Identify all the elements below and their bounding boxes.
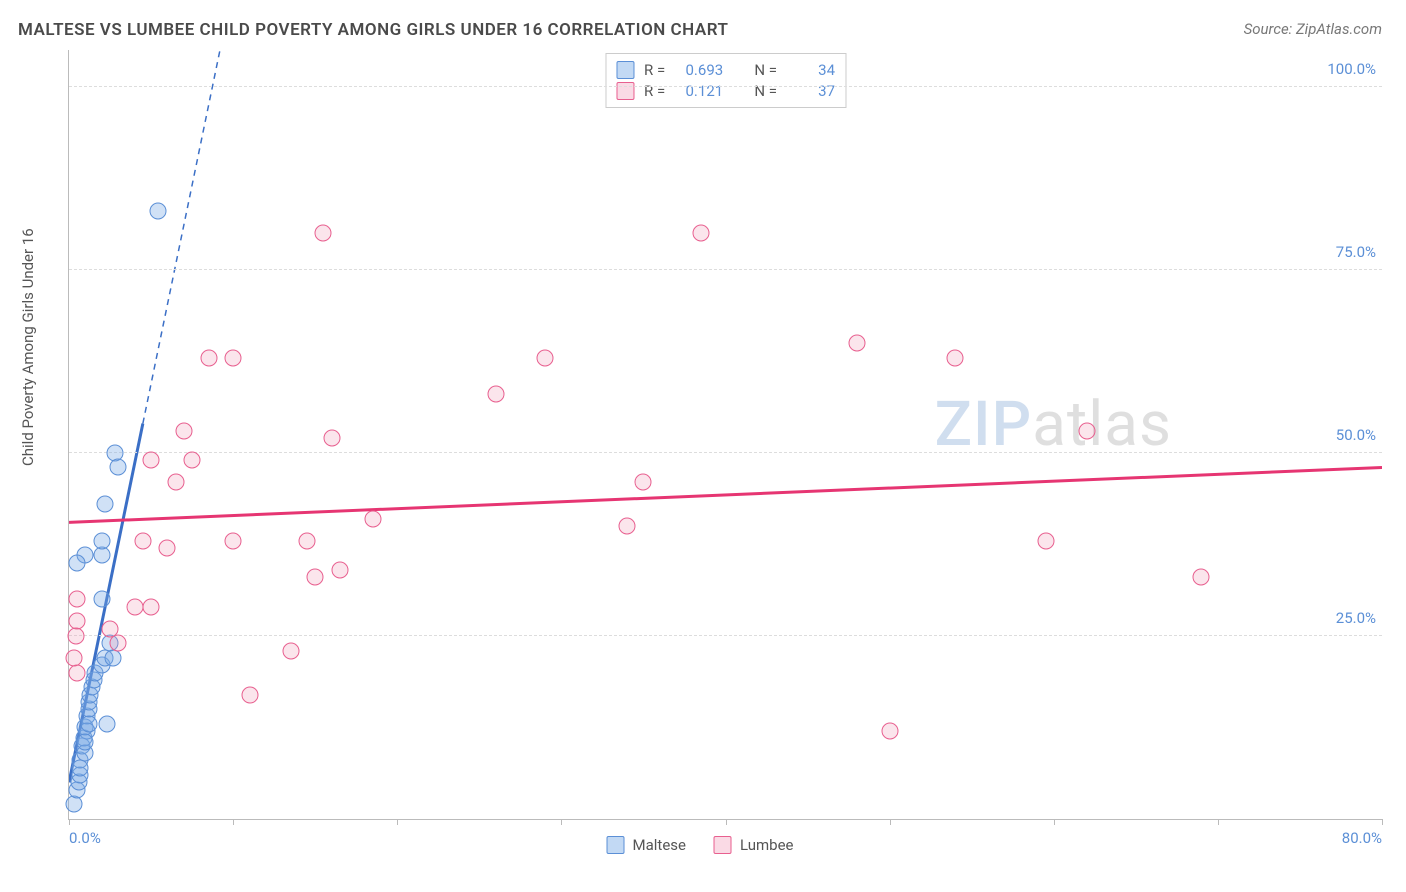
data-point	[298, 532, 315, 549]
data-point	[282, 642, 299, 659]
data-point	[364, 510, 381, 527]
y-axis-label: Child Poverty Among Girls Under 16	[19, 446, 37, 466]
watermark-zip: ZIP	[935, 388, 1033, 461]
y-tick-label: 50.0%	[1336, 426, 1376, 444]
legend-series-name: Lumbee	[740, 836, 794, 854]
gridline	[69, 635, 1382, 636]
legend-r-value: 0.693	[675, 61, 723, 79]
data-point	[200, 349, 217, 366]
data-point	[134, 532, 151, 549]
data-point	[1037, 532, 1054, 549]
data-point	[65, 649, 82, 666]
data-point	[72, 759, 89, 776]
chart-container: Child Poverty Among Girls Under 16 ZIPat…	[18, 50, 1382, 862]
data-point	[331, 562, 348, 579]
data-point	[487, 386, 504, 403]
data-point	[167, 474, 184, 491]
data-point	[105, 649, 122, 666]
x-tick	[69, 819, 70, 825]
legend-n-value: 34	[787, 61, 835, 79]
data-point	[307, 569, 324, 586]
data-point	[93, 547, 110, 564]
trend-line-extrapolated	[143, 50, 220, 424]
data-point	[947, 349, 964, 366]
legend-item: Lumbee	[714, 836, 794, 854]
plot-area: ZIPatlas R =0.693 N =34R =0.121 N =37 25…	[68, 50, 1382, 820]
data-point	[159, 540, 176, 557]
data-point	[241, 686, 258, 703]
data-point	[225, 532, 242, 549]
legend-swatch	[714, 836, 732, 854]
data-point	[65, 796, 82, 813]
trend-line	[69, 467, 1382, 522]
watermark-atlas: atlas	[1032, 388, 1172, 461]
legend-series: Maltese Lumbee	[607, 836, 794, 854]
x-tick-label: 80.0%	[1342, 829, 1382, 847]
data-point	[93, 591, 110, 608]
data-point	[110, 459, 127, 476]
data-point	[143, 598, 160, 615]
data-point	[93, 532, 110, 549]
data-point	[110, 635, 127, 652]
y-tick-label: 100.0%	[1327, 60, 1376, 78]
data-point	[97, 496, 114, 513]
data-point	[67, 627, 84, 644]
data-point	[80, 715, 97, 732]
legend-correlation: R =0.693 N =34R =0.121 N =37	[605, 53, 846, 108]
watermark: ZIPatlas	[935, 388, 1172, 461]
x-tick	[397, 819, 398, 825]
gridline	[69, 269, 1382, 270]
chart-title: MALTESE VS LUMBEE CHILD POVERTY AMONG GI…	[18, 20, 728, 40]
x-tick-label: 0.0%	[69, 829, 101, 847]
data-point	[126, 598, 143, 615]
x-tick	[1218, 819, 1219, 825]
data-point	[692, 225, 709, 242]
x-tick	[1382, 819, 1383, 825]
x-tick	[1054, 819, 1055, 825]
legend-item: Maltese	[607, 836, 686, 854]
data-point	[184, 452, 201, 469]
data-point	[225, 349, 242, 366]
legend-row: R = 0.693 N = 34	[616, 61, 835, 79]
y-tick-label: 25.0%	[1336, 609, 1376, 627]
data-point	[881, 723, 898, 740]
data-point	[69, 664, 86, 681]
data-point	[175, 422, 192, 439]
x-tick	[726, 819, 727, 825]
legend-swatch	[616, 61, 634, 79]
x-tick	[561, 819, 562, 825]
data-point	[848, 334, 865, 351]
data-point	[143, 452, 160, 469]
legend-swatch	[607, 836, 625, 854]
data-point	[536, 349, 553, 366]
data-point	[635, 474, 652, 491]
x-tick	[890, 819, 891, 825]
legend-r-label: R =	[644, 61, 665, 79]
y-tick-label: 75.0%	[1336, 243, 1376, 261]
data-point	[69, 554, 86, 571]
trend-lines	[69, 50, 1382, 819]
data-point	[619, 518, 636, 535]
data-point	[1193, 569, 1210, 586]
data-point	[69, 591, 86, 608]
legend-n-label: N =	[754, 61, 777, 79]
data-point	[77, 734, 94, 751]
source-label: Source: ZipAtlas.com	[1244, 20, 1382, 38]
data-point	[1078, 422, 1095, 439]
data-point	[323, 430, 340, 447]
data-point	[149, 203, 166, 220]
data-point	[98, 715, 115, 732]
gridline	[69, 452, 1382, 453]
x-tick	[233, 819, 234, 825]
legend-series-name: Maltese	[633, 836, 686, 854]
data-point	[315, 225, 332, 242]
gridline	[69, 86, 1382, 87]
